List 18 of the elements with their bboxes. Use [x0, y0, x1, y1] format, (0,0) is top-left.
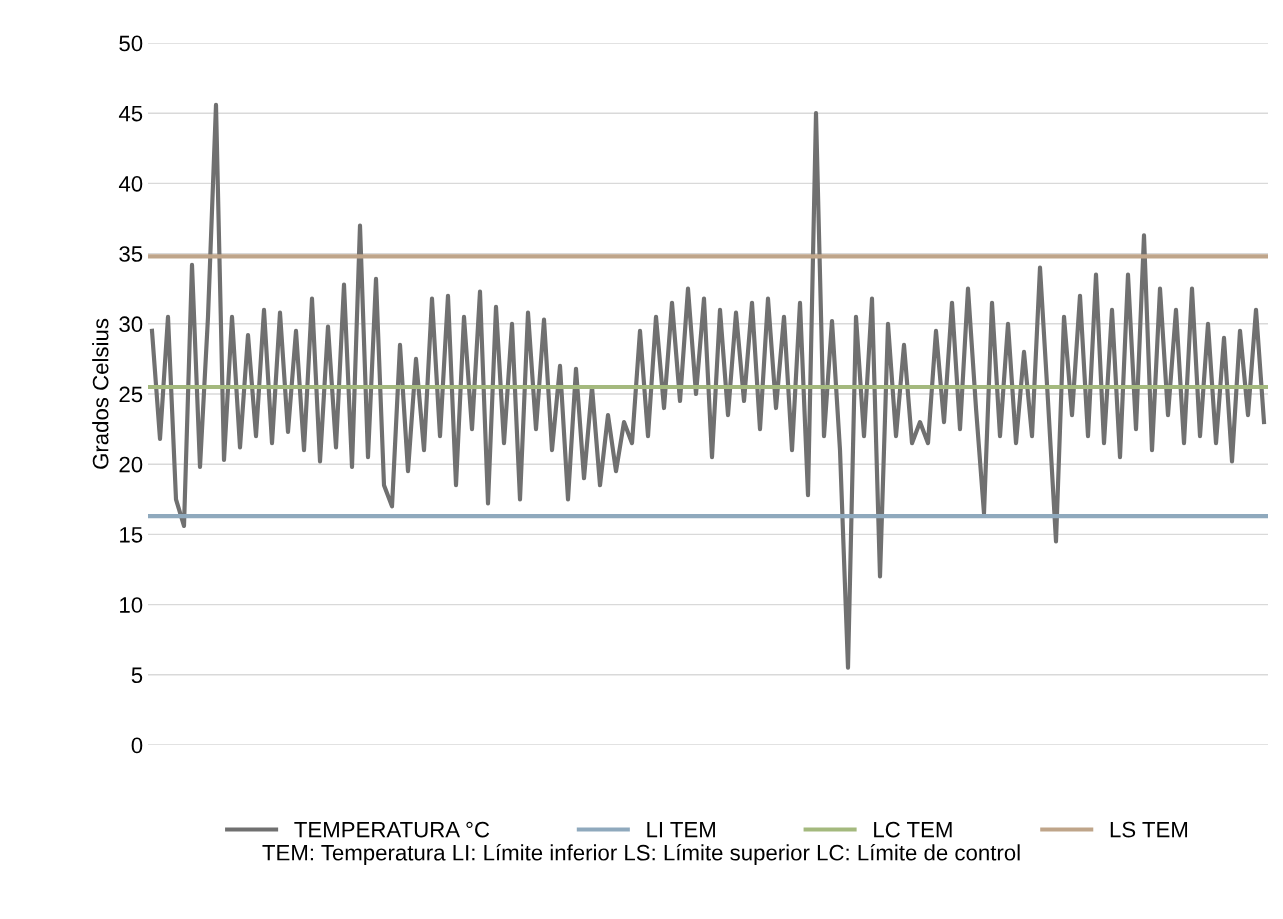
- y-tick-label: 10: [120, 597, 143, 613]
- y-tick-label: 30: [119, 316, 143, 333]
- legend-label: LI TEM: [647, 821, 715, 838]
- y-tick-label: 35: [119, 246, 143, 262]
- legend-label: LS TEM: [1110, 821, 1188, 838]
- text: TEM: Temperatura LI: Límite inferior LS: Límite superior LC: Límite de control: [262, 844, 1020, 865]
- legend-label: LC TEM: [874, 821, 952, 838]
- y-tick-label: 0: [131, 737, 143, 754]
- y-tick-label: 25: [119, 386, 143, 403]
- y-tick-label: 40: [118, 175, 143, 192]
- legend-label: TEMPERATURA °C: [294, 821, 490, 838]
- y-axis-title: Grados Celsius: [92, 318, 109, 469]
- y-tick-label: 5: [131, 667, 143, 684]
- y-tick-label: 20: [119, 456, 143, 473]
- line-series: [149, 102, 1267, 670]
- y-tick-label: 50: [119, 35, 143, 52]
- y-tick-label: 45: [118, 105, 143, 122]
- y-tick-label: 15: [120, 527, 143, 543]
